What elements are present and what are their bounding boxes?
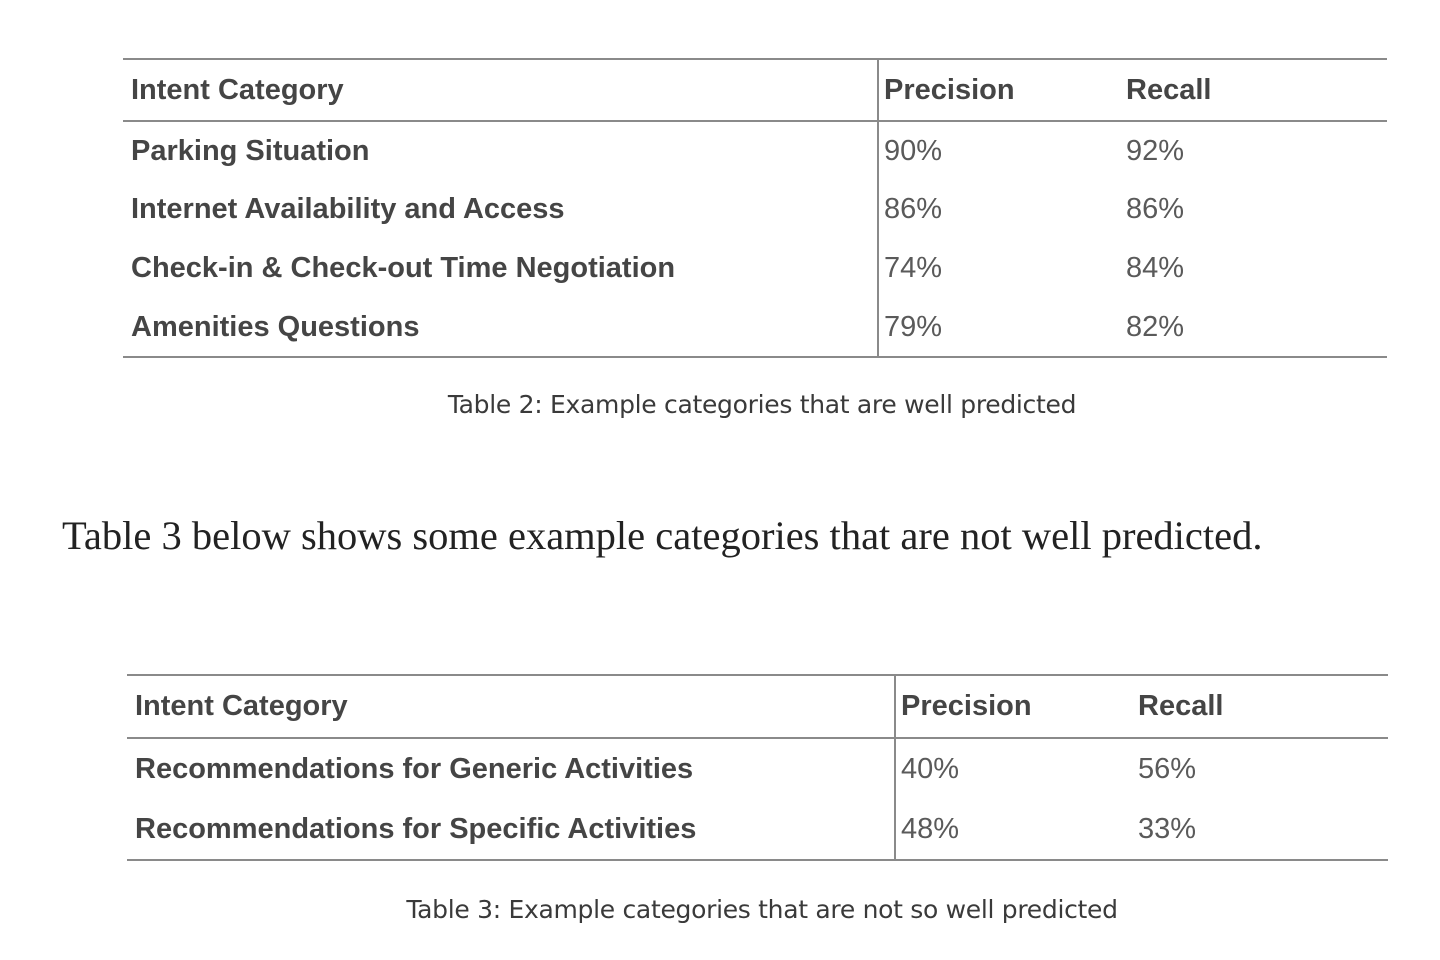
cell-category: Parking Situation [131,134,370,167]
body-paragraph: Table 3 below shows some example categor… [62,513,1263,558]
cell-precision: 48% [894,799,1138,860]
cell-category: Internet Availability and Access [131,193,565,225]
table-row: Recommendations for Specific Activities … [127,799,1388,860]
column-header-precision: Precision [877,59,1126,121]
cell-precision: 40% [894,738,1138,799]
cell-recall: 33% [1138,812,1197,845]
column-header-intent-category: Intent Category [135,690,348,722]
cell-recall: 56% [1138,752,1197,785]
cell-precision: 86% [877,180,1126,239]
column-header-intent-category: Intent Category [131,73,344,106]
table-row: Parking Situation 90% 92% [123,121,1387,180]
column-header-recall: Recall [1126,73,1212,106]
table-row: Amenities Questions 79% 82% [123,298,1387,357]
table-3-caption: Table 3: Example categories that are not… [406,895,1118,924]
cell-recall: 86% [1126,193,1185,225]
table-row: Check-in & Check-out Time Negotiation 74… [123,239,1387,298]
cell-precision: 79% [877,298,1126,357]
cell-recall: 84% [1126,252,1185,284]
table-header-row: Intent Category Precision Recall [127,675,1388,738]
table-row: Internet Availability and Access 86% 86% [123,180,1387,239]
column-header-precision: Precision [894,675,1138,738]
table-3: Intent Category Precision Recall Recomme… [127,674,1388,861]
cell-precision: 74% [877,239,1126,298]
table-header-row: Intent Category Precision Recall [123,59,1387,121]
cell-category: Amenities Questions [131,310,420,343]
cell-category: Recommendations for Generic Activities [135,752,694,785]
cell-recall: 82% [1126,310,1185,343]
cell-precision: 90% [877,121,1126,180]
table-2-caption: Table 2: Example categories that are wel… [447,390,1077,419]
column-header-recall: Recall [1138,690,1224,722]
table-row: Recommendations for Generic Activities 4… [127,738,1388,799]
table-2: Intent Category Precision Recall Parking… [123,58,1387,358]
cell-recall: 92% [1126,134,1185,167]
cell-category: Recommendations for Specific Activities [135,812,697,845]
cell-category: Check-in & Check-out Time Negotiation [131,252,676,284]
